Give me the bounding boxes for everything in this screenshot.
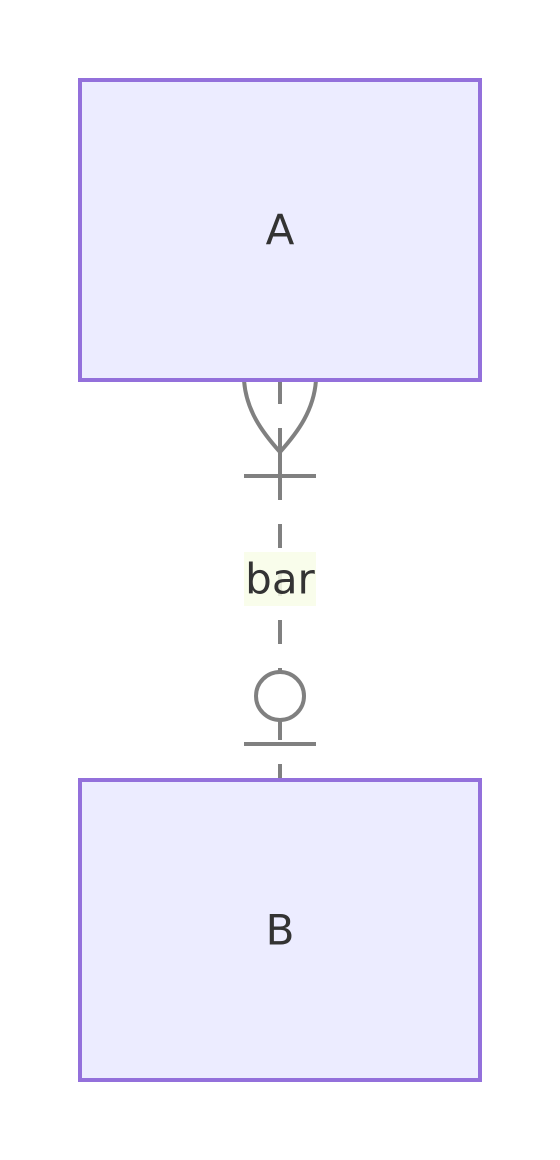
- entity-a-box: [78, 78, 482, 382]
- entity-b-box: [78, 778, 482, 1082]
- entity-b-name: B: [266, 906, 295, 955]
- entity-a-name: A: [266, 206, 295, 255]
- zero-or-one-marker: [244, 670, 316, 746]
- relationship-label: bar: [244, 552, 316, 606]
- relationship-label-background: [244, 552, 316, 606]
- one-or-more-marker: [242, 379, 318, 478]
- entity-b[interactable]: B: [78, 778, 482, 1082]
- relationship-label-text: bar: [245, 555, 315, 604]
- entity-a[interactable]: A: [78, 78, 482, 382]
